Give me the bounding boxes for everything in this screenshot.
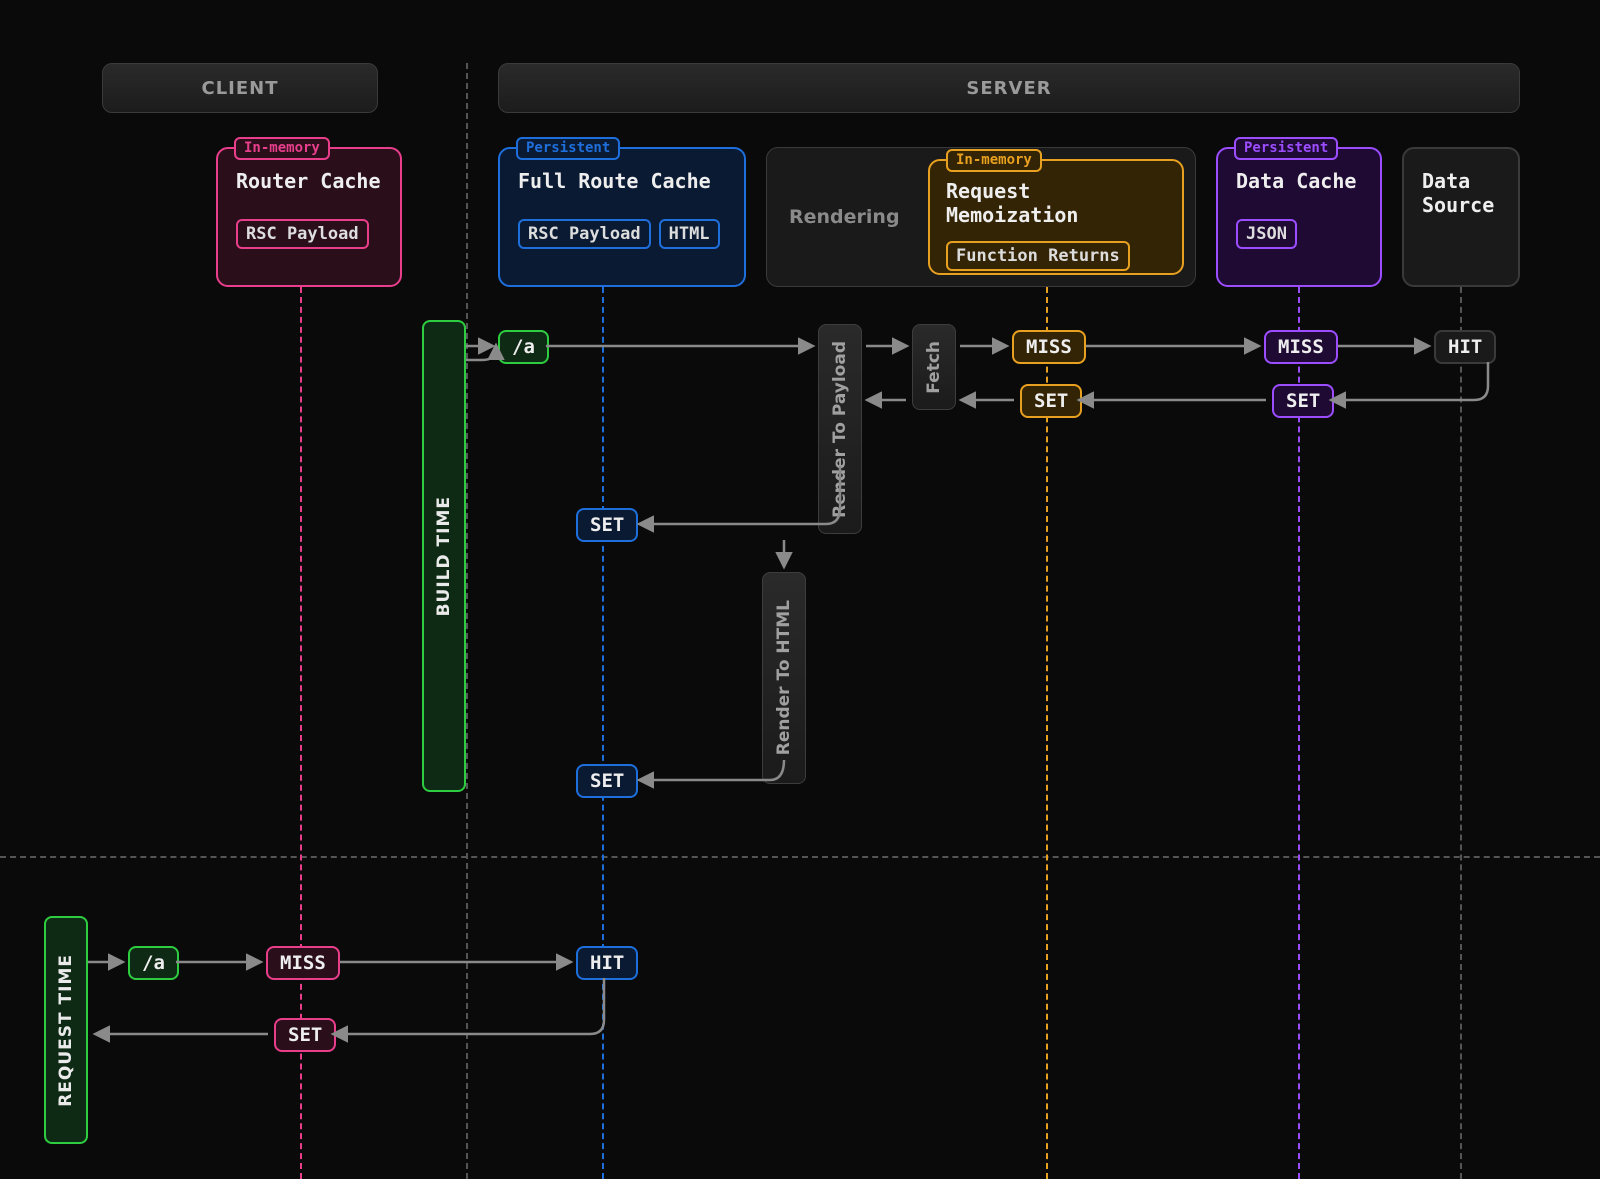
pill-set_fr1: SET [576,508,638,542]
card-router: In-memoryRouter CacheRSC Payload [216,147,402,287]
card-router-title: Router Cache [236,169,382,193]
vbox-render-html: Render To HTML [762,572,806,784]
pill-hit_source: HIT [1434,330,1496,364]
request-time-label: REQUEST TIME [56,954,76,1107]
card-full-route-title: Full Route Cache [518,169,726,193]
pill-set_router: SET [274,1018,336,1052]
pill-set_data: SET [1272,384,1334,418]
header-client: CLIENT [102,63,378,113]
card-memo-chip-0: Function Returns [946,241,1130,271]
vline-datacache [1298,287,1300,1179]
card-data-cache-title: Data Cache [1236,169,1362,193]
card-data-cache: PersistentData CacheJSON [1216,147,1382,287]
vbox-render-payload-label: Render To Payload [830,341,850,518]
pill-build_route_a: /a [498,330,549,364]
card-full-route: PersistentFull Route CacheRSC PayloadHTM… [498,147,746,287]
card-full-route-chip-1: HTML [659,219,720,249]
card-router-chip-0: RSC Payload [236,219,369,249]
pill-miss_data: MISS [1264,330,1338,364]
request-time-bar: REQUEST TIME [44,916,88,1144]
pill-set_fr2: SET [576,764,638,798]
card-data-cache-tag: Persistent [1234,137,1338,160]
header-server: SERVER [498,63,1520,113]
card-memo-title: Request Memoization [946,179,1166,227]
vbox-render-payload: Render To Payload [818,324,862,534]
divider-client-server [466,63,468,1179]
vbox-render-html-label: Render To HTML [774,600,794,755]
vline-memo [1046,287,1048,1179]
pill-req_route_a: /a [128,946,179,980]
pill-miss_router: MISS [266,946,340,980]
card-full-route-chip-0: RSC Payload [518,219,651,249]
pill-set_memo: SET [1020,384,1082,418]
card-data-source: Data Source [1402,147,1520,287]
divider-build-request [0,856,1600,858]
card-full-route-tag: Persistent [516,137,620,160]
pill-miss_memo: MISS [1012,330,1086,364]
build-time-label: BUILD TIME [434,496,454,616]
pill-hit_fr: HIT [576,946,638,980]
card-memo: In-memoryRequest MemoizationFunction Ret… [928,159,1184,275]
vline-datasource [1460,287,1462,1179]
card-memo-tag: In-memory [946,149,1042,172]
vline-fullroute [602,287,604,1179]
build-time-bar: BUILD TIME [422,320,466,792]
vbox-fetch: Fetch [912,324,956,410]
card-router-tag: In-memory [234,137,330,160]
rendering-label: Rendering [789,206,900,228]
card-data-source-title: Data Source [1422,169,1500,217]
card-data-cache-chip-0: JSON [1236,219,1297,249]
vbox-fetch-label: Fetch [924,341,944,394]
